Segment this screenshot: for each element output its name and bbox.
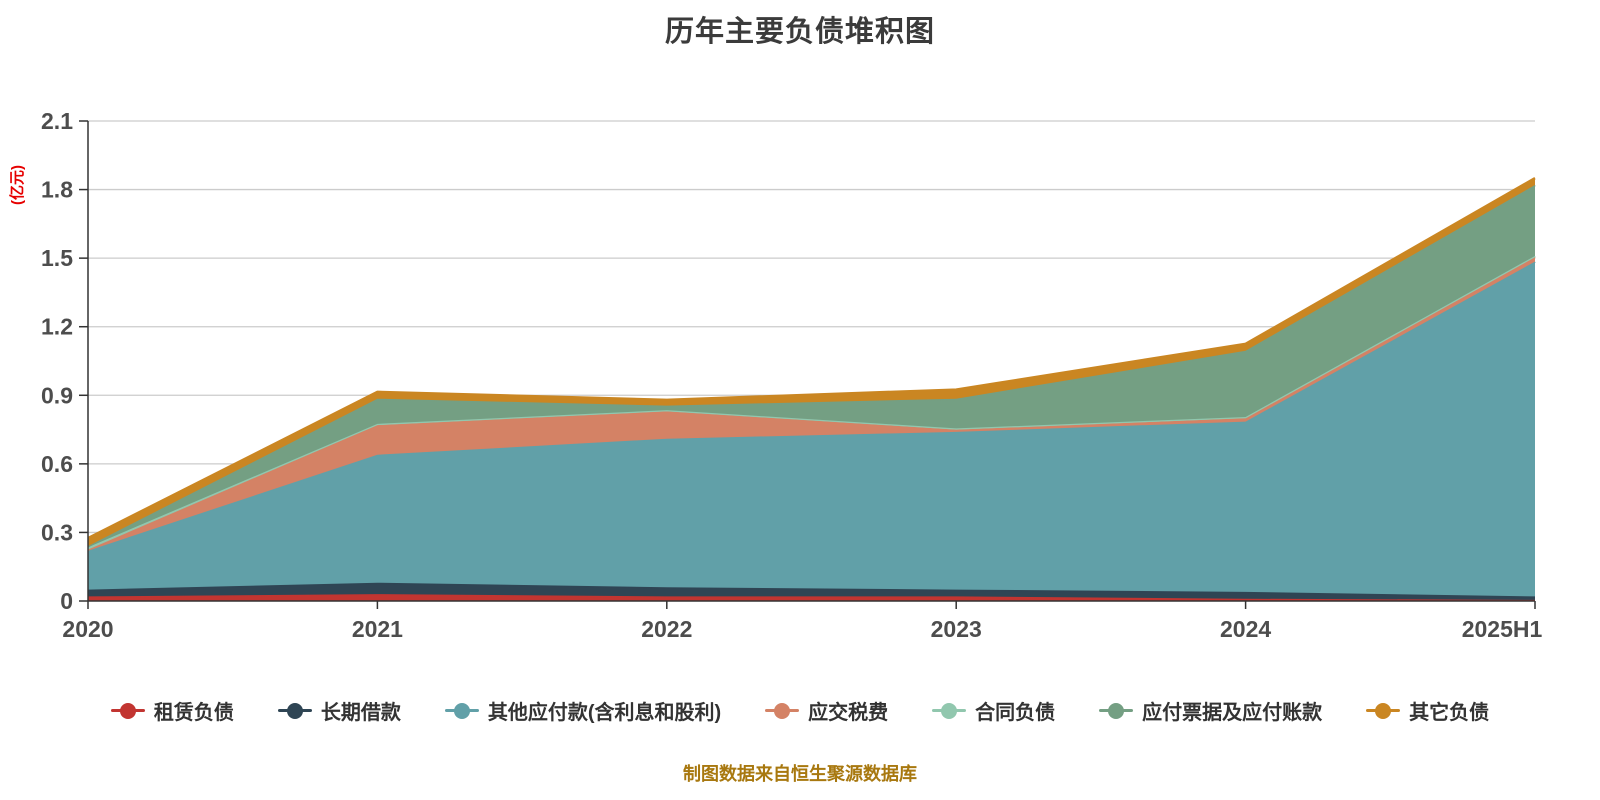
legend-series-marker-icon (277, 702, 312, 719)
stack-line-6 (87, 177, 1536, 540)
legend-label: 长期借款 (320, 702, 401, 724)
x-tick-label: 2022 (641, 616, 692, 642)
legend-item-3[interactable]: 应交税费 (765, 696, 888, 725)
y-tick-label: 1.8 (41, 177, 73, 203)
y-tick-label: 0.9 (41, 382, 73, 408)
legend-series-marker-icon (110, 702, 145, 719)
chart-title: 历年主要负债堆积图 (664, 16, 935, 48)
legend-label: 应付票据及应付账款 (1142, 702, 1323, 724)
legend-series-marker-icon (932, 702, 967, 719)
legend-label: 其他应付款(含利息和股利) (487, 702, 722, 724)
x-tick-label: 2021 (352, 616, 403, 642)
legend-item-0[interactable]: 租赁负债 (110, 696, 234, 725)
y-tick-label: 0.3 (41, 519, 73, 545)
x-tick-label: 2020 (62, 616, 113, 642)
legend-item-6[interactable]: 其它负债 (1366, 696, 1489, 725)
legend-label: 应交税费 (808, 702, 889, 724)
legend-series-marker-icon (1099, 702, 1134, 719)
legend-series-marker-icon (765, 702, 800, 719)
legend-series-marker-icon (1366, 702, 1401, 719)
legend-label: 租赁负债 (153, 702, 234, 724)
stack-area-2 (88, 261, 1535, 597)
y-tick-label: 1.5 (41, 245, 73, 271)
data-source-note: 制图数据来自恒生聚源数据库 (683, 764, 917, 784)
legend-item-4[interactable]: 合同负债 (932, 696, 1055, 725)
y-tick-label: 2.1 (41, 108, 73, 134)
legend-item-1[interactable]: 长期借款 (277, 696, 401, 725)
stack-area-5 (88, 185, 1535, 548)
x-tick-label: 2024 (1220, 616, 1271, 642)
x-tick-label: 2023 (931, 616, 982, 642)
legend-label: 其它负债 (1409, 702, 1490, 724)
y-tick-label: 0 (60, 588, 73, 614)
legend-label: 合同负债 (975, 702, 1056, 724)
stack-area-1 (88, 582, 1535, 600)
legend: 租赁负债 长期借款 其他应付款(含利息和股利) 应交税费 合同负债 应付票据及应付账款 其它… (0, 696, 1600, 725)
y-tick-label: 1.2 (41, 314, 73, 340)
legend-item-5[interactable]: 应付票据及应付账款 (1099, 696, 1322, 725)
legend-item-2[interactable]: 其他应付款(含利息和股利) (444, 696, 722, 725)
x-tick-label: 2025H1 (1462, 616, 1543, 642)
legend-series-marker-icon (444, 702, 479, 719)
y-tick-label: 0.6 (41, 451, 73, 477)
